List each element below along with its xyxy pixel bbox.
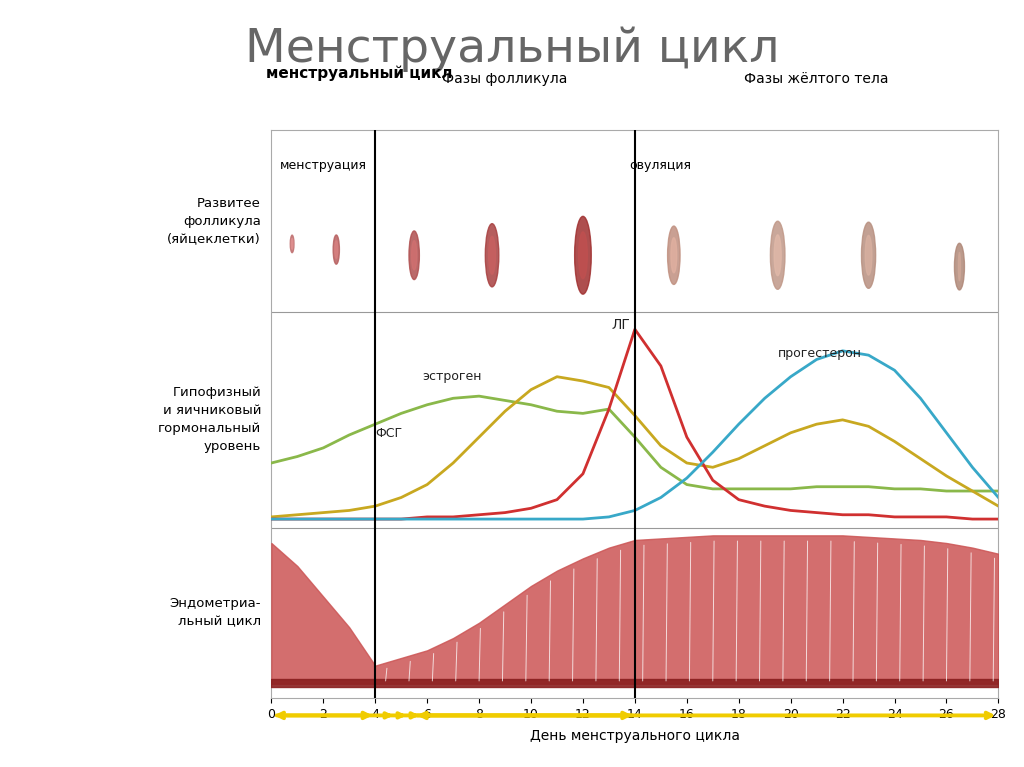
Ellipse shape bbox=[290, 235, 294, 252]
Text: Гипофизный
и яичниковый
гормональный
уровень: Гипофизный и яичниковый гормональный уро… bbox=[158, 387, 261, 453]
Text: менструальный цикл: менструальный цикл bbox=[266, 65, 453, 81]
X-axis label: День менструального цикла: День менструального цикла bbox=[529, 729, 740, 743]
Ellipse shape bbox=[488, 236, 496, 275]
Text: овуляция: овуляция bbox=[630, 159, 691, 172]
Text: Развитее
фолликула
(яйцеклетки): Развитее фолликула (яйцеклетки) bbox=[167, 196, 261, 245]
Text: эстроген: эстроген bbox=[422, 370, 481, 384]
Ellipse shape bbox=[954, 243, 965, 290]
Ellipse shape bbox=[865, 235, 871, 275]
Ellipse shape bbox=[579, 232, 588, 278]
Text: Эндометриа-
льный цикл: Эндометриа- льный цикл bbox=[170, 597, 261, 628]
Ellipse shape bbox=[774, 235, 781, 275]
Ellipse shape bbox=[485, 224, 499, 287]
Text: ЛГ: ЛГ bbox=[611, 318, 630, 332]
Ellipse shape bbox=[668, 226, 680, 285]
Ellipse shape bbox=[412, 241, 417, 270]
Text: прогестерон: прогестерон bbox=[777, 347, 861, 360]
Ellipse shape bbox=[958, 252, 961, 281]
Ellipse shape bbox=[409, 231, 420, 279]
Ellipse shape bbox=[770, 221, 785, 289]
Text: ФСГ: ФСГ bbox=[375, 427, 402, 440]
Ellipse shape bbox=[861, 222, 876, 288]
Ellipse shape bbox=[671, 238, 677, 273]
Text: Фазы фолликула: Фазы фолликула bbox=[442, 72, 567, 86]
Ellipse shape bbox=[291, 239, 293, 249]
Ellipse shape bbox=[335, 241, 338, 258]
Ellipse shape bbox=[574, 216, 591, 295]
Text: Менструальный цикл: Менструальный цикл bbox=[245, 27, 779, 72]
Ellipse shape bbox=[333, 235, 339, 264]
Text: Фазы жёлтого тела: Фазы жёлтого тела bbox=[744, 72, 889, 86]
Text: менструация: менструация bbox=[280, 159, 367, 172]
